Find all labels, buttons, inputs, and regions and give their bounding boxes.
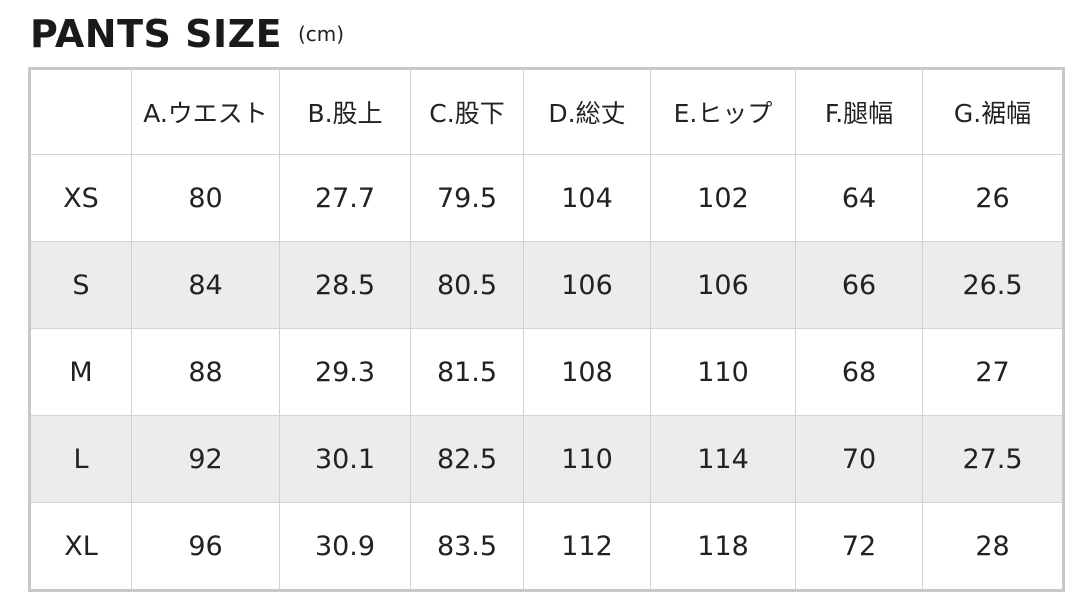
table-cell: 118 <box>650 502 796 591</box>
table-cell: 88 <box>131 328 280 416</box>
column-header: B.股上 <box>279 68 411 155</box>
column-header: E.ヒップ <box>650 68 796 155</box>
table-cell: 64 <box>795 154 923 242</box>
table-cell: 92 <box>131 415 280 503</box>
table-row: XL 96 30.9 83.5 112 118 72 28 <box>29 502 1064 591</box>
table-cell: 28 <box>922 502 1064 591</box>
column-header <box>29 68 132 155</box>
table-cell: 80.5 <box>410 241 524 329</box>
table-cell: 114 <box>650 415 796 503</box>
table-row: L 92 30.1 82.5 110 114 70 27.5 <box>29 415 1064 503</box>
table-cell: 72 <box>795 502 923 591</box>
size-table: A.ウエスト B.股上 C.股下 D.総丈 E.ヒップ F.腿幅 G.裾幅 XS 80 27.7… <box>28 67 1065 592</box>
header-row: A.ウエスト B.股上 C.股下 D.総丈 E.ヒップ F.腿幅 G.裾幅 <box>29 68 1064 155</box>
table-cell: 29.3 <box>279 328 411 416</box>
table-cell: 102 <box>650 154 796 242</box>
table-cell: 27 <box>922 328 1064 416</box>
table-cell: 66 <box>795 241 923 329</box>
size-label: M <box>29 328 132 416</box>
table-cell: 27.5 <box>922 415 1064 503</box>
page-title: PANTS SIZE <box>30 12 283 56</box>
column-header: F.腿幅 <box>795 68 923 155</box>
table-cell: 30.9 <box>279 502 411 591</box>
table-cell: 96 <box>131 502 280 591</box>
table-cell: 80 <box>131 154 280 242</box>
table-cell: 110 <box>523 415 651 503</box>
table-cell: 83.5 <box>410 502 524 591</box>
table-cell: 68 <box>795 328 923 416</box>
table-cell: 26 <box>922 154 1064 242</box>
table-cell: 108 <box>523 328 651 416</box>
column-header: G.裾幅 <box>922 68 1064 155</box>
table-cell: 110 <box>650 328 796 416</box>
unit-label: (cm) <box>298 22 345 46</box>
column-header: C.股下 <box>410 68 524 155</box>
table-row: XS 80 27.7 79.5 104 102 64 26 <box>29 154 1064 242</box>
table-cell: 70 <box>795 415 923 503</box>
column-header: A.ウエスト <box>131 68 280 155</box>
size-label: XL <box>29 502 132 591</box>
table-cell: 84 <box>131 241 280 329</box>
table-row: S 84 28.5 80.5 106 106 66 26.5 <box>29 241 1064 329</box>
table-cell: 79.5 <box>410 154 524 242</box>
table-cell: 112 <box>523 502 651 591</box>
table-cell: 30.1 <box>279 415 411 503</box>
table-cell: 27.7 <box>279 154 411 242</box>
size-label: S <box>29 241 132 329</box>
size-label: L <box>29 415 132 503</box>
table-cell: 106 <box>650 241 796 329</box>
table-cell: 81.5 <box>410 328 524 416</box>
table-cell: 26.5 <box>922 241 1064 329</box>
table-cell: 28.5 <box>279 241 411 329</box>
table-row: M 88 29.3 81.5 108 110 68 27 <box>29 328 1064 416</box>
table-cell: 106 <box>523 241 651 329</box>
table-cell: 82.5 <box>410 415 524 503</box>
size-label: XS <box>29 154 132 242</box>
column-header: D.総丈 <box>523 68 651 155</box>
table-cell: 104 <box>523 154 651 242</box>
